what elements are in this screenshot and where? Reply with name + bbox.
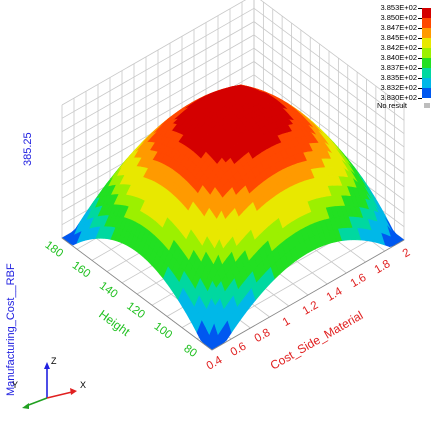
triad-z-label: Z <box>51 356 57 366</box>
legend-tick <box>418 28 422 29</box>
legend-label: 3.830E+02 <box>380 93 418 102</box>
x-axis-tick-label: 0.4 <box>205 354 225 373</box>
legend-label: 3.840E+02 <box>380 53 418 62</box>
z-axis-tick-label: 385.25 <box>22 132 34 166</box>
axis-triad[interactable]: Z Y X <box>10 352 90 412</box>
x-axis-tick-label: 0.6 <box>229 340 249 358</box>
legend-swatch <box>422 78 431 88</box>
legend-swatch <box>422 68 431 78</box>
y-axis-tick-label: 120 <box>124 300 147 321</box>
legend-tick <box>418 58 422 59</box>
legend-swatch <box>422 8 431 18</box>
legend-label: 3.847E+02 <box>380 23 418 32</box>
legend-tick <box>418 48 422 49</box>
legend-tick <box>418 98 422 99</box>
y-axis-tick-label: 160 <box>70 259 93 280</box>
x-axis-tick-label: 1.2 <box>301 299 321 317</box>
legend-label: 3.835E+02 <box>380 73 418 82</box>
x-axis-tick-label: 1.4 <box>325 285 345 304</box>
legend-no-result-label: No result <box>377 101 408 110</box>
color-legend: 3.853E+02 3.850E+02 3.847E+02 3.845E+02 3.84… <box>377 3 434 110</box>
legend-label: 3.850E+02 <box>380 13 418 22</box>
x-axis-tick-label: 1 <box>281 315 293 329</box>
y-axis-tick-label: 180 <box>42 239 65 260</box>
legend-swatch <box>422 18 431 28</box>
legend-swatch <box>422 38 431 48</box>
legend-tick <box>418 78 422 79</box>
legend-no-result-swatch <box>424 103 430 108</box>
legend-label: 3.853E+02 <box>380 3 418 12</box>
legend-label: 3.837E+02 <box>380 63 418 72</box>
legend-label: 3.842E+02 <box>380 43 418 52</box>
x-axis-tick-label: 2 <box>401 247 413 261</box>
y-axis-tick-label: 80 <box>181 343 198 360</box>
legend-swatch <box>422 28 431 38</box>
y-axis-tick-label: 100 <box>152 321 175 342</box>
legend-tick <box>418 68 422 69</box>
box-edge <box>211 239 405 351</box>
legend-tick <box>418 88 422 89</box>
legend-label: 3.845E+02 <box>380 33 418 42</box>
box-edge <box>61 237 213 351</box>
legend-tick <box>418 8 422 9</box>
triad-x-label: X <box>80 380 86 390</box>
x-axis-tick-label: 1.6 <box>349 272 369 290</box>
legend-swatch <box>422 58 431 68</box>
x-axis-tick-label: 0.8 <box>253 327 273 345</box>
triad-y-label: Y <box>12 380 18 390</box>
legend-swatch <box>422 48 431 58</box>
legend-tick <box>418 18 422 19</box>
legend-swatch <box>422 88 431 98</box>
legend-tick <box>418 38 422 39</box>
y-axis-tick-label: 140 <box>97 280 120 301</box>
legend-label: 3.832E+02 <box>380 83 418 92</box>
response-surface <box>61 84 405 351</box>
x-axis-tick-label: 1.8 <box>373 258 393 276</box>
